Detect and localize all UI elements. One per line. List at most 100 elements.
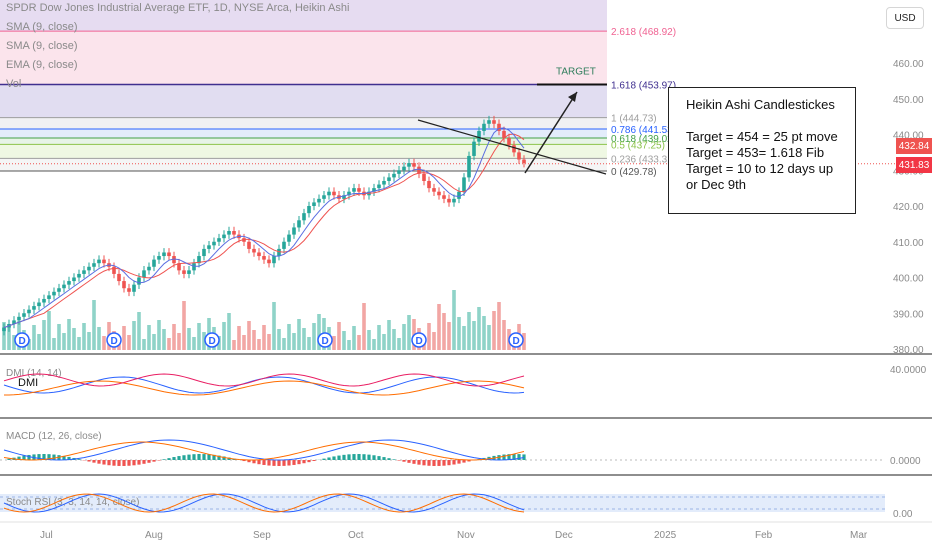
- macd-histogram-bar: [387, 458, 390, 460]
- volume-bar: [332, 336, 336, 350]
- volume-bar: [442, 313, 446, 350]
- candle-body: [152, 260, 156, 267]
- indicator-ema-label[interactable]: EMA (9, close): [6, 59, 78, 71]
- volume-bar: [152, 334, 156, 350]
- fib-band-0786: [0, 129, 607, 138]
- candle-body: [462, 177, 466, 191]
- macd-histogram-bar: [442, 460, 445, 466]
- macd-histogram-bar: [172, 457, 175, 460]
- volume-bar: [357, 335, 361, 350]
- y-tick-label: 460.00: [893, 59, 924, 70]
- macd-histogram-bar: [127, 460, 130, 466]
- macd-histogram-bar: [412, 460, 415, 464]
- volume-bar: [162, 329, 166, 350]
- volume-bar: [97, 327, 101, 350]
- volume-bar: [307, 337, 311, 350]
- annotation-line-2: Target = 453= 1.618 Fib: [686, 145, 855, 161]
- volume-bar: [142, 339, 146, 350]
- candle-body: [207, 245, 211, 249]
- macd-histogram-bar: [327, 457, 330, 460]
- x-tick-label: Feb: [755, 530, 773, 541]
- macd-histogram-bar: [447, 460, 450, 465]
- macd-histogram-bar: [417, 460, 420, 465]
- candle-body: [477, 131, 481, 142]
- fib-band-2618: [0, 31, 607, 84]
- indicator-sma-1-label[interactable]: SMA (9, close): [6, 21, 78, 33]
- volume-bar: [77, 337, 81, 350]
- macd-histogram-bar: [187, 455, 190, 460]
- price-tag-close: 432.84: [896, 138, 932, 154]
- candle-body: [62, 285, 66, 289]
- candle-body: [332, 192, 336, 196]
- candle-body: [262, 256, 266, 260]
- macd-histogram-bar: [152, 460, 155, 462]
- y-tick-label: 390.00: [893, 309, 924, 320]
- volume-bar: [387, 320, 391, 350]
- volume-bar: [92, 300, 96, 350]
- candle-body: [312, 202, 316, 206]
- fib-band-0236: [0, 158, 607, 171]
- candle-body: [327, 192, 331, 196]
- macd-histogram-bar: [77, 459, 80, 460]
- candle-body: [137, 278, 141, 285]
- macd-histogram-bar: [282, 460, 285, 466]
- candle-body: [472, 142, 476, 156]
- volume-bar: [127, 335, 131, 350]
- volume-bar: [347, 340, 351, 350]
- candle-body: [512, 145, 516, 152]
- macd-histogram-bar: [52, 455, 55, 460]
- y-tick-label: 450.00: [893, 95, 924, 106]
- volume-bar: [402, 324, 406, 350]
- macd-histogram-bar: [102, 460, 105, 465]
- x-tick-label: Oct: [348, 530, 364, 541]
- volume-bar: [52, 338, 56, 350]
- volume-bar: [72, 328, 76, 350]
- dmi-overlay-label: DMI: [18, 377, 38, 389]
- volume-bar: [372, 339, 376, 350]
- candle-body: [157, 256, 161, 260]
- candle-body: [82, 270, 86, 274]
- macd-histogram-bar: [142, 460, 145, 464]
- candle-body: [227, 231, 231, 235]
- candle-body: [132, 285, 136, 292]
- candle-body: [357, 188, 361, 192]
- indicator-volume-label[interactable]: Vol: [6, 78, 21, 90]
- dividend-icon-letter: D: [513, 336, 520, 347]
- candle-body: [92, 263, 96, 267]
- volume-bar: [177, 333, 181, 350]
- volume-bar: [277, 329, 281, 350]
- volume-bar: [187, 328, 191, 350]
- candle-body: [432, 188, 436, 192]
- candle-body: [387, 177, 391, 181]
- indicator-sma-2-label[interactable]: SMA (9, close): [6, 40, 78, 52]
- fib-label: 1.618 (453.97): [611, 81, 676, 92]
- annotation-box[interactable]: Heikin Ashi Candlestickes Target = 454 =…: [668, 87, 856, 214]
- fib-label: 0.5 (437.25): [611, 140, 665, 151]
- candle-body: [457, 192, 461, 199]
- macd-histogram-bar: [87, 460, 90, 462]
- volume-bar: [232, 340, 236, 350]
- macd-histogram-bar: [502, 455, 505, 460]
- macd-histogram-bar: [332, 456, 335, 460]
- volume-bar: [502, 320, 506, 350]
- candle-body: [57, 288, 61, 292]
- macd-histogram-bar: [352, 454, 355, 460]
- candle-body: [482, 124, 486, 131]
- volume-bar: [382, 334, 386, 350]
- candle-body: [377, 185, 381, 189]
- candle-body: [117, 274, 121, 281]
- volume-bar: [252, 330, 256, 350]
- candle-body: [17, 317, 21, 321]
- macd-histogram-bar: [207, 454, 210, 460]
- currency-button[interactable]: USD: [886, 7, 924, 29]
- candle-body: [37, 303, 41, 307]
- macd-histogram-bar: [292, 460, 295, 465]
- candle-body: [212, 242, 216, 246]
- candle-body: [77, 274, 81, 278]
- macd-histogram-bar: [107, 460, 110, 465]
- price-tag-last: 431.83: [896, 157, 932, 173]
- candle-body: [282, 242, 286, 249]
- macd-histogram-bar: [402, 460, 405, 462]
